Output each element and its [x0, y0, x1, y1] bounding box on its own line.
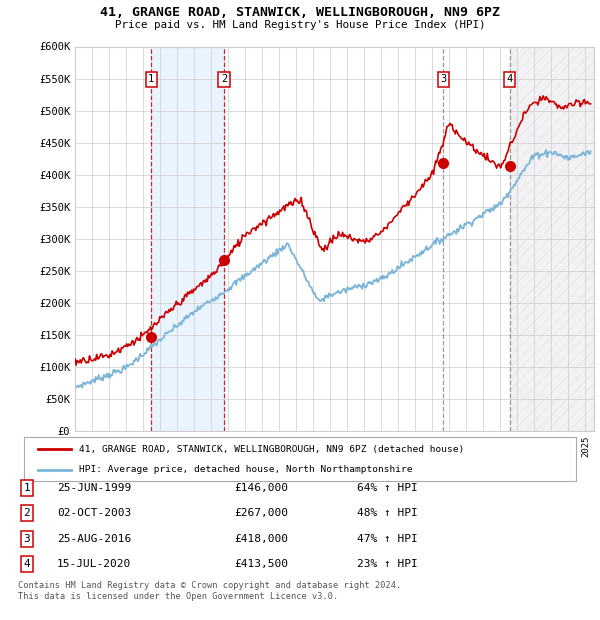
Text: 1: 1 [23, 483, 31, 493]
Text: 1: 1 [148, 74, 154, 84]
Text: £418,000: £418,000 [234, 534, 288, 544]
Text: 02-OCT-2003: 02-OCT-2003 [57, 508, 131, 518]
Text: 2: 2 [23, 508, 31, 518]
Text: £146,000: £146,000 [234, 483, 288, 493]
Text: This data is licensed under the Open Government Licence v3.0.: This data is licensed under the Open Gov… [18, 592, 338, 601]
Text: 25-JUN-1999: 25-JUN-1999 [57, 483, 131, 493]
Text: 3: 3 [23, 534, 31, 544]
Text: 2: 2 [221, 74, 227, 84]
Text: 47% ↑ HPI: 47% ↑ HPI [357, 534, 418, 544]
Text: 41, GRANGE ROAD, STANWICK, WELLINGBOROUGH, NN9 6PZ: 41, GRANGE ROAD, STANWICK, WELLINGBOROUG… [100, 6, 500, 19]
Text: 4: 4 [23, 559, 31, 569]
Text: 15-JUL-2020: 15-JUL-2020 [57, 559, 131, 569]
Text: HPI: Average price, detached house, North Northamptonshire: HPI: Average price, detached house, Nort… [79, 465, 413, 474]
Bar [151, 46, 224, 431]
Text: Contains HM Land Registry data © Crown copyright and database right 2024.: Contains HM Land Registry data © Crown c… [18, 581, 401, 590]
Text: 25-AUG-2016: 25-AUG-2016 [57, 534, 131, 544]
Text: 64% ↑ HPI: 64% ↑ HPI [357, 483, 418, 493]
Bar [509, 46, 594, 431]
Text: £267,000: £267,000 [234, 508, 288, 518]
Text: Price paid vs. HM Land Registry's House Price Index (HPI): Price paid vs. HM Land Registry's House … [115, 20, 485, 30]
Text: 4: 4 [506, 74, 513, 84]
Text: 41, GRANGE ROAD, STANWICK, WELLINGBOROUGH, NN9 6PZ (detached house): 41, GRANGE ROAD, STANWICK, WELLINGBOROUG… [79, 445, 464, 454]
Text: 23% ↑ HPI: 23% ↑ HPI [357, 559, 418, 569]
Text: 48% ↑ HPI: 48% ↑ HPI [357, 508, 418, 518]
Text: £413,500: £413,500 [234, 559, 288, 569]
Text: 3: 3 [440, 74, 446, 84]
